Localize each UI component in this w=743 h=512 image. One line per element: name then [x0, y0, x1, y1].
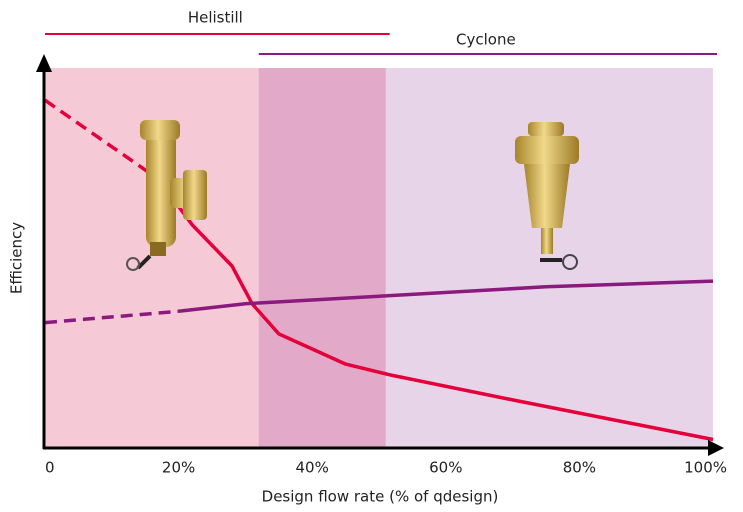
x-tick-label: 80% — [563, 459, 596, 477]
axes — [36, 54, 724, 456]
x-tick-label: 100% — [684, 459, 727, 477]
range-overlap — [258, 68, 386, 447]
x-tick-label: 40% — [296, 459, 329, 477]
x-tick-label: 60% — [429, 459, 462, 477]
background — [45, 68, 713, 447]
range-label: Cyclone — [456, 31, 516, 49]
y-axis-label: Efficiency — [8, 222, 26, 294]
helistill-image — [126, 120, 207, 271]
x-axis-label: Design flow rate (% of qdesign) — [262, 488, 499, 506]
cyclone-image — [515, 122, 579, 270]
range-label: Helistill — [188, 9, 243, 27]
x-tick-label: 20% — [162, 459, 195, 477]
y-axis-arrow — [36, 54, 52, 72]
x-tick-label: 0 — [45, 459, 55, 477]
x-axis-arrow — [708, 440, 724, 456]
product-images — [126, 120, 579, 271]
series-line — [44, 279, 714, 325]
